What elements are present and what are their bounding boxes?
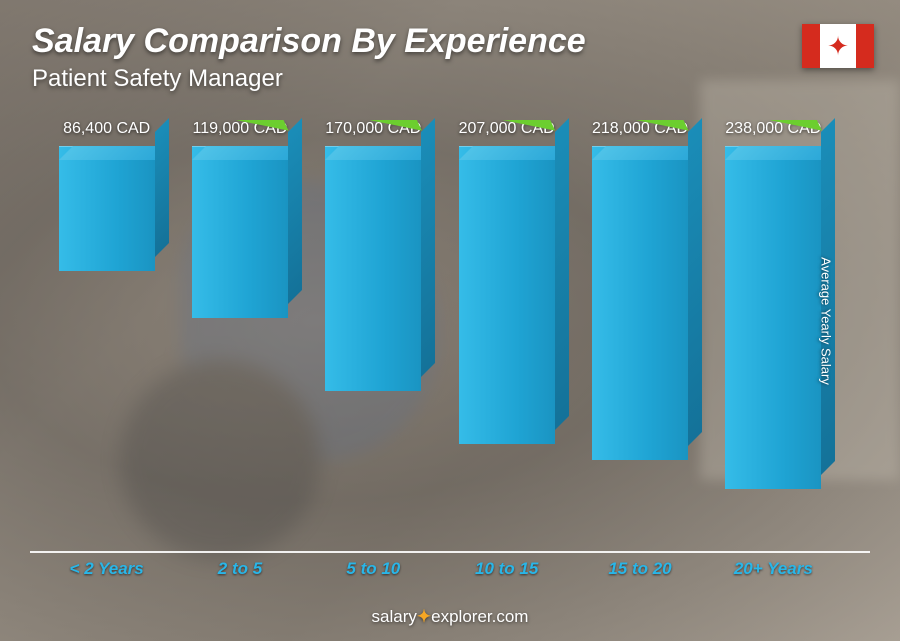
x-axis-tick-label: 20+ Years: [707, 553, 840, 583]
page-subtitle: Patient Safety Manager: [32, 65, 586, 93]
salary-bar-chart: 86,400 CAD 119,000 CAD 170,000 CAD 207,000 …: [40, 120, 840, 583]
bar: [725, 146, 821, 489]
x-axis-tick-label: < 2 Years: [40, 553, 173, 583]
bar: [592, 146, 688, 460]
bar-slot: 86,400 CAD: [40, 120, 173, 553]
x-axis-tick-label: 2 to 5: [173, 553, 306, 583]
bar-slot: 119,000 CAD: [173, 120, 306, 553]
footer-text-left: salary: [372, 607, 417, 626]
x-axis-tick-label: 10 to 15: [440, 553, 573, 583]
bar: [325, 146, 421, 391]
footer-dot-icon: ✦: [417, 607, 431, 626]
x-axis-tick-label: 5 to 10: [307, 553, 440, 583]
y-axis-label: Average Yearly Salary: [819, 257, 834, 385]
header: Salary Comparison By Experience Patient …: [32, 22, 586, 93]
page-title: Salary Comparison By Experience: [32, 22, 586, 61]
bar-slot: 170,000 CAD: [307, 120, 440, 553]
bar-value-label: 207,000 CAD: [459, 120, 555, 138]
x-axis-tick-label: 15 to 20: [573, 553, 706, 583]
bar: [59, 146, 155, 271]
footer-text-right: explorer.com: [431, 607, 528, 626]
bar-slot: 218,000 CAD: [573, 120, 706, 553]
bar-slot: 207,000 CAD: [440, 120, 573, 553]
bar-value-label: 170,000 CAD: [325, 120, 421, 138]
bar-value-label: 86,400 CAD: [63, 120, 150, 138]
bar-value-label: 238,000 CAD: [725, 120, 821, 138]
footer-attribution: salary✦explorer.com: [0, 607, 900, 627]
x-axis-line: [30, 551, 870, 553]
bar-value-label: 119,000 CAD: [193, 120, 288, 138]
country-flag-icon: ✦: [802, 24, 874, 68]
bar: [192, 146, 288, 318]
bar: [459, 146, 555, 444]
bar-value-label: 218,000 CAD: [592, 120, 688, 138]
